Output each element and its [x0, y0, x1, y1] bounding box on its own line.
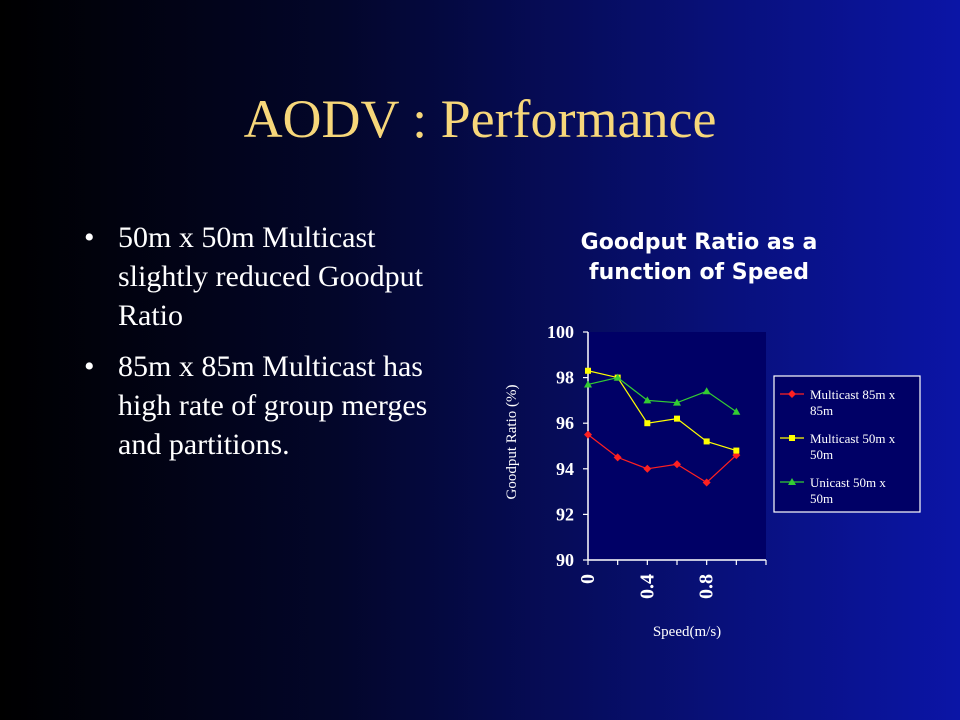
bullet-icon: •	[84, 221, 95, 254]
data-point	[702, 478, 711, 487]
x-axis-label: Speed(m/s)	[653, 624, 721, 640]
series-line	[587, 370, 737, 452]
data-point	[732, 451, 741, 460]
data-point	[643, 464, 652, 473]
y-tick-label: 98	[556, 368, 574, 388]
data-point	[673, 460, 681, 469]
y-tick-label: 96	[556, 413, 574, 433]
data-point	[788, 390, 796, 398]
chart-title: Goodput Ratio as a function of Speed	[580, 230, 818, 285]
data-point	[613, 373, 622, 381]
data-point	[732, 407, 741, 415]
data-point	[643, 396, 652, 404]
legend-label: Multicast 85m x	[810, 387, 896, 402]
legend-label: Unicast 50m x	[810, 475, 886, 490]
y-tick-label: 94	[556, 459, 574, 479]
x-tick-label: 0.8	[696, 574, 718, 599]
data-point	[789, 435, 795, 441]
y-tick-label: 90	[556, 550, 574, 570]
data-point	[788, 478, 796, 485]
y-axis-label: Goodput Ratio (%)	[504, 385, 520, 500]
data-point	[584, 430, 592, 439]
chart-container: Goodput Ratio as a function of Speed 90 9…	[480, 220, 940, 660]
legend-label: Multicast 50m x	[810, 431, 896, 446]
line-chart: 90 92 94 96 98 100 0 0.4 0.8 Speed(m/s) Goodput Ra…	[504, 322, 921, 640]
x-tick-label: 0	[577, 574, 599, 584]
data-point	[585, 367, 591, 374]
data-point	[733, 447, 740, 454]
plot-area	[588, 332, 766, 560]
bullet-list: • 50m x 50m Multicast slightly reduced G…	[82, 218, 462, 476]
series-line	[587, 434, 737, 484]
slide-title: AODV : Performance	[243, 89, 717, 149]
data-point	[703, 438, 710, 445]
legend-label: 50m	[810, 491, 833, 506]
y-tick-label: 92	[556, 504, 574, 524]
data-point	[613, 453, 622, 462]
legend-label: 85m	[810, 403, 833, 418]
bullet-text: 50m x 50m Multicast slightly reduced Goo…	[118, 221, 423, 332]
bullet-item: • 85m x 85m Multicast has high rate of g…	[82, 347, 462, 464]
y-tick-label: 100	[547, 322, 574, 342]
data-point	[674, 415, 680, 422]
data-point	[673, 398, 681, 406]
bullet-item: • 50m x 50m Multicast slightly reduced G…	[82, 218, 462, 335]
x-tick-label: 0.4	[636, 574, 658, 599]
legend-label: 50m	[810, 447, 833, 462]
bullet-text: 85m x 85m Multicast has high rate of gro…	[118, 350, 428, 461]
data-point	[702, 387, 711, 395]
series-line	[587, 376, 737, 413]
bullet-icon: •	[84, 350, 95, 383]
legend-box	[773, 375, 921, 513]
data-point	[644, 420, 651, 427]
data-point	[584, 380, 592, 388]
